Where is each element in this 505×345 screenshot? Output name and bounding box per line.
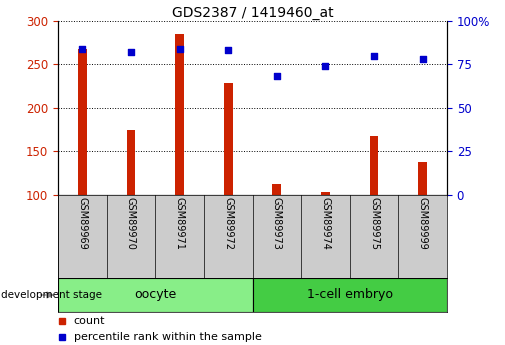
Text: GSM89972: GSM89972 — [223, 197, 233, 250]
Bar — [224, 82, 233, 195]
Bar — [127, 130, 135, 195]
Text: GSM89971: GSM89971 — [175, 197, 185, 250]
Text: GSM89969: GSM89969 — [77, 197, 87, 250]
Point — [127, 49, 135, 55]
Text: count: count — [74, 316, 105, 326]
Bar — [58, 278, 252, 312]
Text: percentile rank within the sample: percentile rank within the sample — [74, 332, 262, 342]
Point — [176, 46, 184, 51]
Point — [273, 74, 281, 79]
Title: GDS2387 / 1419460_at: GDS2387 / 1419460_at — [172, 6, 333, 20]
Text: oocyte: oocyte — [134, 288, 176, 302]
Text: GSM89974: GSM89974 — [320, 197, 330, 250]
Point — [370, 53, 378, 58]
Point — [321, 63, 329, 69]
Bar — [418, 162, 427, 195]
Point — [224, 48, 232, 53]
Point — [78, 46, 86, 51]
Bar — [78, 49, 87, 195]
Bar — [175, 34, 184, 195]
Bar — [370, 136, 378, 195]
Text: 1-cell embryo: 1-cell embryo — [307, 288, 393, 302]
Text: GSM89999: GSM89999 — [418, 197, 428, 250]
Bar — [321, 192, 330, 195]
Text: development stage: development stage — [1, 290, 102, 300]
Bar — [272, 184, 281, 195]
Text: GSM89973: GSM89973 — [272, 197, 282, 250]
Text: GSM89975: GSM89975 — [369, 197, 379, 250]
Point — [419, 56, 427, 62]
Text: GSM89970: GSM89970 — [126, 197, 136, 250]
Bar — [252, 278, 447, 312]
